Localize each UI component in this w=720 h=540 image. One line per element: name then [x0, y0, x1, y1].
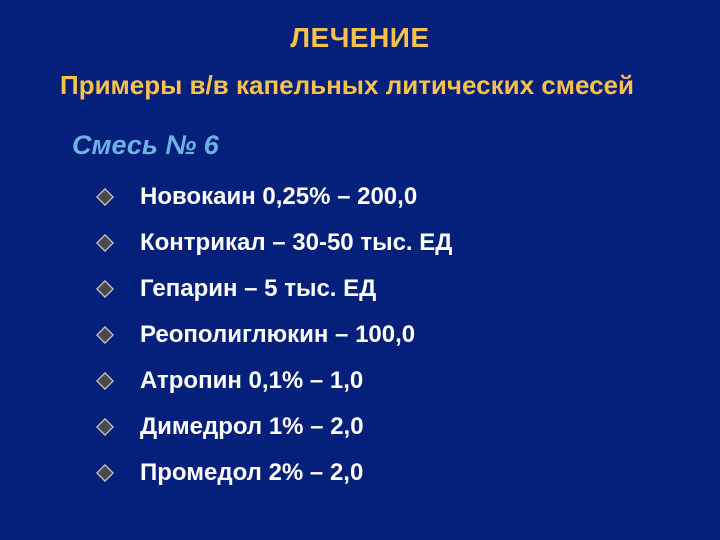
- diamond-bullet-icon: [96, 280, 114, 298]
- ingredients-list: Новокаин 0,25% – 200,0 Контрикал – 30-50 …: [96, 178, 452, 500]
- slide-subtitle: Примеры в/в капельных литических смесей: [60, 70, 634, 101]
- slide: ЛЕЧЕНИЕ Примеры в/в капельных литических…: [0, 0, 720, 540]
- diamond-bullet-icon: [96, 372, 114, 390]
- list-item: Димедрол 1% – 2,0: [96, 408, 452, 446]
- diamond-bullet-icon: [96, 234, 114, 252]
- list-item: Новокаин 0,25% – 200,0: [96, 178, 452, 216]
- list-item-text: Промедол 2% – 2,0: [140, 459, 363, 487]
- diamond-bullet-icon: [96, 326, 114, 344]
- mix-label: Смесь № 6: [72, 130, 219, 161]
- list-item-text: Димедрол 1% – 2,0: [140, 413, 364, 441]
- list-item: Гепарин – 5 тыс. ЕД: [96, 270, 452, 308]
- slide-title: ЛЕЧЕНИЕ: [0, 22, 720, 54]
- list-item-text: Новокаин 0,25% – 200,0: [140, 183, 417, 211]
- list-item-text: Реополиглюкин – 100,0: [140, 321, 415, 349]
- diamond-bullet-icon: [96, 464, 114, 482]
- list-item: Реополиглюкин – 100,0: [96, 316, 452, 354]
- list-item: Атропин 0,1% – 1,0: [96, 362, 452, 400]
- list-item: Промедол 2% – 2,0: [96, 454, 452, 492]
- diamond-bullet-icon: [96, 418, 114, 436]
- list-item-text: Гепарин – 5 тыс. ЕД: [140, 275, 376, 303]
- list-item-text: Атропин 0,1% – 1,0: [140, 367, 363, 395]
- list-item: Контрикал – 30-50 тыс. ЕД: [96, 224, 452, 262]
- list-item-text: Контрикал – 30-50 тыс. ЕД: [140, 229, 452, 257]
- diamond-bullet-icon: [96, 188, 114, 206]
